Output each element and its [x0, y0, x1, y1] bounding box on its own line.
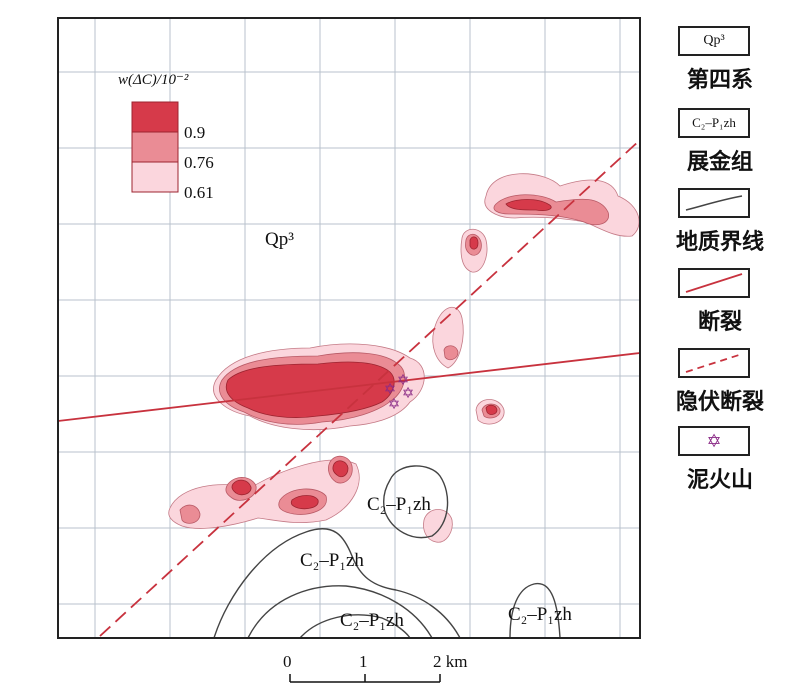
legend-fault-box: [678, 268, 750, 298]
mud-volcano-icon: ✡: [388, 395, 401, 413]
legend-fault-label: 断裂: [697, 310, 742, 335]
mud-volcano-icon: ✡: [706, 430, 722, 452]
label-c2p1zh-4: C₂–P₁zh: [508, 604, 572, 625]
scale-label-1: 1: [359, 652, 368, 671]
legend-quaternary-symbol: Qp³: [703, 33, 725, 48]
legend-level-mid: 0.76: [184, 153, 214, 172]
scale-label-2km: 2 km: [433, 652, 467, 671]
label-c2p1zh-2: C₂–P₁zh: [300, 550, 364, 571]
mud-volcano-markers: ✡ ✡ ✡ ✡: [384, 371, 415, 413]
anomaly-legend-title: w(ΔC)/10⁻²: [118, 72, 189, 88]
geological-boundary: [509, 582, 561, 638]
legend-quaternary-box: Qp³: [678, 26, 750, 56]
boundary-line-icon: [685, 195, 743, 211]
legend-mud-volcano-label: 泥火山: [686, 468, 753, 493]
geological-boundary: [299, 614, 411, 638]
legend-zhanjin-symbol: C₂–P₁zh: [692, 115, 736, 130]
legend-boundary-label: 地质界线: [675, 230, 764, 255]
legend-quaternary-label: 第四系: [686, 68, 753, 93]
legend-level-low: 0.61: [184, 183, 214, 202]
legend-swatch-high: [131, 101, 179, 133]
legend-hidden-fault-box: [678, 348, 750, 378]
label-c2p1zh-1: C₂–P₁zh: [367, 494, 431, 515]
scale-label-0: 0: [283, 652, 292, 671]
fault-line-icon: [685, 273, 743, 293]
scale-bar: 0 1 2 km: [283, 652, 467, 683]
mud-volcano-icon: ✡: [402, 384, 415, 402]
legend-boundary-box: [678, 188, 750, 218]
legend-hidden-fault-label: 隐伏断裂: [675, 390, 764, 415]
legend-swatch-mid: [131, 131, 179, 163]
legend-zhanjin-box: C₂–P₁zh: [678, 108, 750, 138]
geological-boundary: [382, 465, 449, 539]
legend-zhanjin-label: 展金组: [686, 150, 753, 175]
geological-boundary: [213, 527, 461, 638]
mud-volcano-icon: ✡: [397, 371, 410, 389]
mud-volcano-icon: ✡: [384, 380, 397, 398]
legend-mud-volcano-box: ✡: [678, 426, 750, 456]
legend-swatch-low: [131, 161, 179, 193]
geological-boundary: [247, 585, 433, 638]
label-c2p1zh-3: C₂–P₁zh: [340, 610, 404, 631]
geological-boundaries: [213, 465, 561, 638]
legend-level-high: 0.9: [184, 123, 205, 142]
label-qp3: Qp³: [265, 229, 294, 250]
anomaly-legend: w(ΔC)/10⁻² 0.9 0.76 0.61: [118, 72, 214, 202]
grid-lines: [58, 18, 640, 638]
map-frame: [57, 17, 641, 639]
hidden-fault-line: [99, 139, 640, 637]
hidden-fault-line-icon: [685, 353, 743, 373]
fault-line: [58, 352, 640, 422]
